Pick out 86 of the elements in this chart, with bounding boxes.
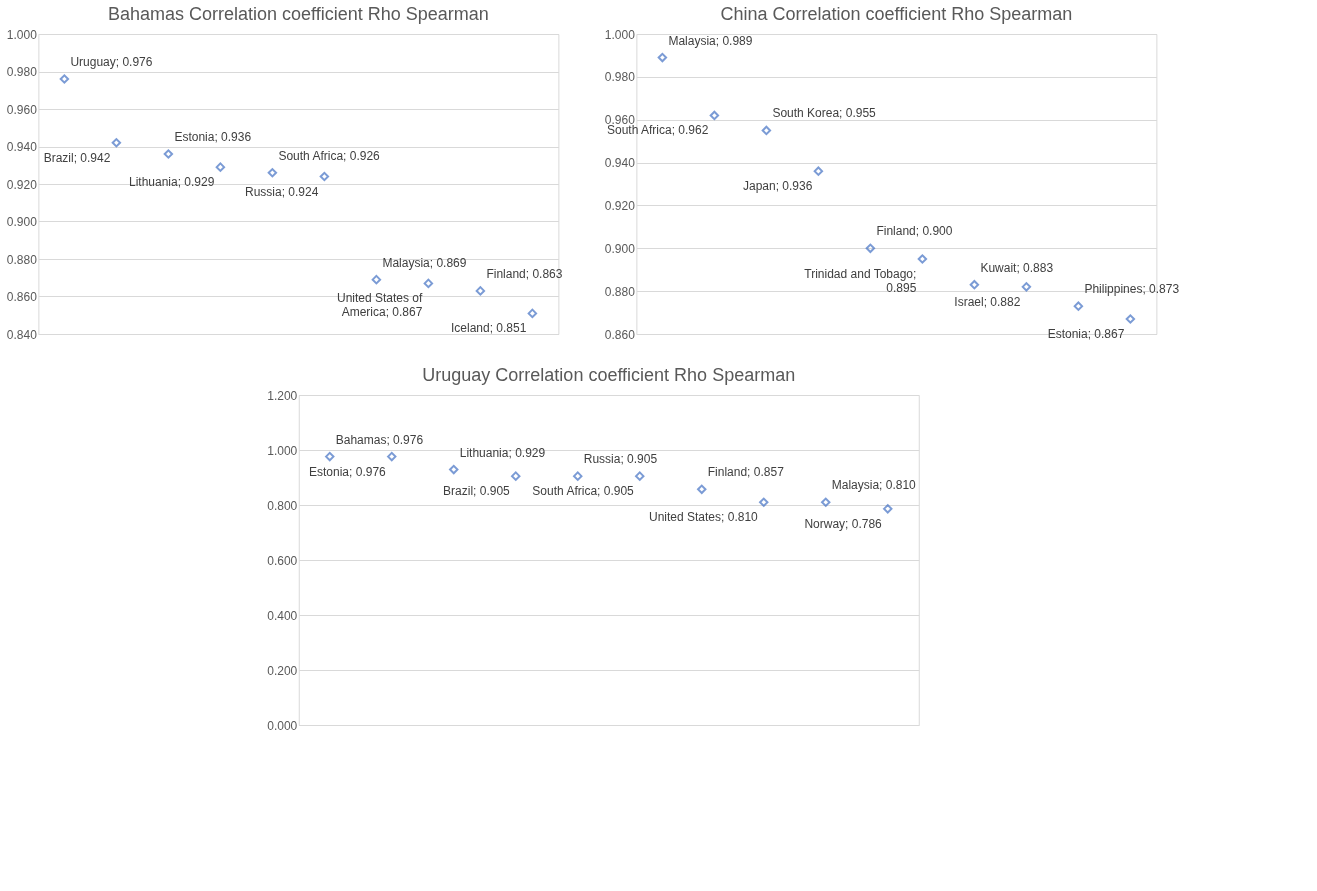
point [635, 471, 645, 481]
y-tick-label: 0.920 [604, 198, 636, 213]
data-label: Japan; 0.936 [742, 179, 813, 194]
chart-title: China Correlation coefficient Rho Spearman [720, 4, 1073, 24]
point [1021, 282, 1032, 292]
data-label: United States; 0.810 [649, 510, 759, 525]
point [969, 280, 980, 290]
y-tick-label: 0.400 [267, 608, 298, 623]
y-tick-label: 0.800 [267, 498, 298, 513]
point [527, 308, 538, 319]
y-tick-label: 0.940 [604, 156, 636, 171]
y-tick-label: 1.200 [267, 388, 298, 403]
data-label: South Korea; 0.955 [772, 106, 877, 121]
point [111, 138, 122, 148]
data-label: Estonia; 0.976 [309, 464, 387, 479]
point [1073, 301, 1084, 311]
data-label: Finland; 0.857 [707, 465, 785, 480]
y-tick-label: 0.980 [604, 70, 636, 85]
data-label: Philippines; 0.873 [1084, 282, 1180, 297]
point [761, 125, 772, 136]
data-label: Estonia; 0.867 [1047, 327, 1125, 341]
point [475, 286, 486, 296]
y-tick-label: 0.860 [604, 327, 636, 342]
point [163, 149, 174, 159]
point [697, 484, 707, 495]
y-tick-label: 0.920 [6, 177, 38, 192]
point [865, 243, 876, 253]
y-tick-label: 1.000 [267, 443, 298, 458]
point [883, 504, 893, 514]
data-label: South Africa; 0.905 [532, 484, 635, 499]
point [59, 74, 70, 84]
point [709, 110, 720, 121]
y-tick-label: 1.000 [604, 27, 636, 42]
point [821, 497, 831, 507]
data-label: Finland; 0.900 [876, 224, 953, 239]
point [423, 278, 434, 289]
data-label: Russia; 0.924 [244, 184, 319, 199]
y-tick-label: 0.900 [6, 215, 38, 229]
y-tick-label: 0.880 [604, 284, 636, 299]
point [1125, 314, 1136, 324]
data-label: Brazil; 0.942 [43, 150, 111, 165]
y-tick-label: 0.880 [6, 252, 38, 267]
data-label: South Africa; 0.962 [606, 123, 709, 138]
data-label: Estonia; 0.936 [174, 130, 252, 144]
data-label: Russia; 0.905 [583, 452, 658, 467]
data-label: Norway; 0.786 [804, 516, 883, 531]
y-tick-label: 0.000 [267, 718, 298, 733]
chart-title: Uruguay Correlation coefficient Rho Spearman [422, 365, 796, 385]
point [573, 471, 583, 481]
data-label: Malaysia; 0.810 [831, 478, 917, 493]
point [657, 52, 668, 63]
point [387, 451, 397, 462]
y-tick-label: 1.000 [6, 27, 38, 42]
point [511, 471, 521, 481]
data-label: Bahamas; 0.976 [335, 432, 424, 447]
point [759, 497, 769, 507]
y-tick-label: 0.600 [267, 553, 298, 568]
data-label: United States of America; 0.867 [336, 291, 424, 320]
data-label: Finland; 0.863 [486, 266, 563, 281]
data-label: Malaysia; 0.869 [382, 255, 467, 270]
y-tick-label: 0.960 [6, 102, 38, 117]
y-tick-label: 0.840 [6, 327, 38, 342]
point [449, 464, 459, 475]
data-label: Trinidad and Tobago; 0.895 [804, 267, 917, 295]
data-label: Iceland; 0.851 [450, 321, 527, 336]
data-label: Lithuania; 0.929 [459, 445, 546, 460]
data-label: Uruguay; 0.976 [70, 55, 153, 69]
point [917, 254, 928, 264]
point [215, 162, 226, 172]
point [813, 166, 824, 176]
point [371, 274, 382, 285]
point [319, 171, 330, 182]
data-label: Malaysia; 0.989 [668, 33, 753, 48]
point [325, 451, 335, 462]
y-tick-label: 0.200 [267, 663, 298, 678]
data-label: Brazil; 0.905 [443, 484, 511, 499]
y-tick-label: 0.900 [604, 241, 636, 256]
chart-title: Bahamas Correlation coefficient Rho Spearman [107, 4, 489, 24]
data-label: Lithuania; 0.929 [128, 175, 215, 190]
data-label: Kuwait; 0.883 [980, 260, 1054, 275]
data-label: Israel; 0.882 [954, 294, 1021, 309]
y-tick-label: 0.860 [6, 290, 38, 304]
point [267, 168, 278, 178]
y-tick-label: 0.980 [6, 65, 38, 79]
y-tick-label: 0.940 [6, 140, 38, 154]
data-label: South Africa; 0.926 [278, 148, 381, 163]
